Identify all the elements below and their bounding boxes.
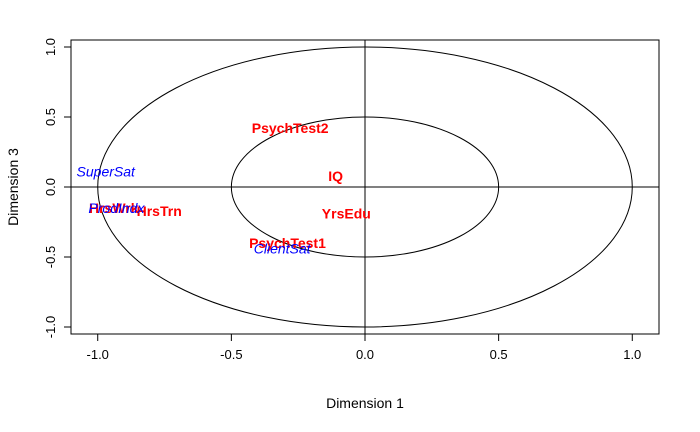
plot-area	[71, 40, 659, 334]
x-axis-title: Dimension 1	[326, 395, 404, 411]
point-label-hrstrn: HrsTrn	[137, 203, 182, 219]
point-label-yrsedu: YrsEdu	[322, 206, 371, 222]
x-tick-label: 0.5	[490, 347, 508, 362]
x-tick-label: 0.0	[356, 347, 374, 362]
axis-ticks: -1.0 -0.5 0.0 0.5 1.0 -1.0 -0.5 0.0 0.5 1.0	[43, 38, 641, 362]
x-tick-label: -0.5	[220, 347, 242, 362]
point-label-iq: IQ	[328, 168, 343, 184]
x-tick-label: -1.0	[87, 347, 109, 362]
y-tick-label: -1.0	[43, 316, 58, 338]
y-tick-label: 0.0	[43, 178, 58, 196]
point-label-prodindx: ProdIndx	[88, 200, 145, 216]
y-tick-label: 1.0	[43, 38, 58, 56]
point-label-clientsat: ClientSat	[254, 241, 312, 257]
y-axis-title: Dimension 3	[5, 148, 21, 226]
point-label-hrswrk: HrsWrk	[89, 200, 139, 216]
point-label-psychtest2: PsychTest2	[252, 120, 329, 136]
x-tick-label: 1.0	[623, 347, 641, 362]
point-labels: PsychTest2 IQ YrsEdu PsychTest1 HrsTrnHrsWrk…	[77, 120, 371, 256]
y-tick-label: 0.5	[43, 108, 58, 126]
point-label-psychtest1: PsychTest1	[249, 235, 326, 251]
y-tick-label: -0.5	[43, 246, 58, 268]
point-label-supersat: SuperSat	[77, 164, 136, 180]
